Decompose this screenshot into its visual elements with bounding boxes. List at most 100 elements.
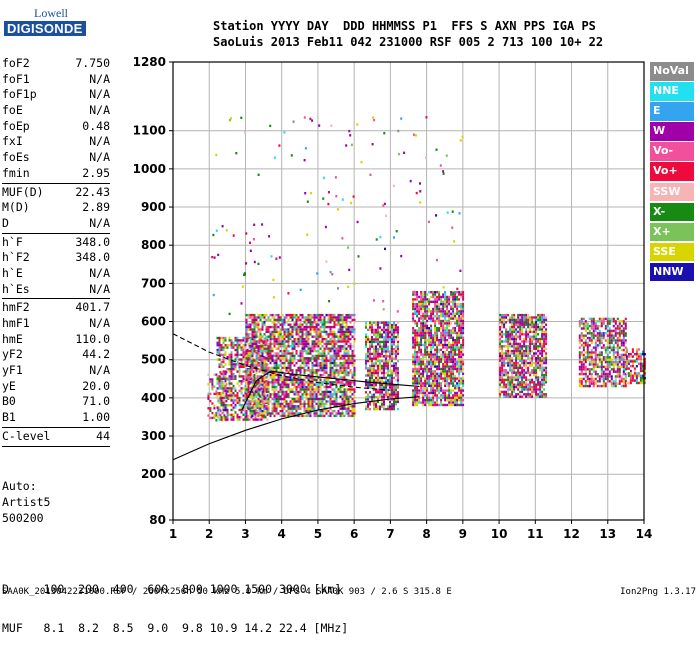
echo-point — [440, 385, 442, 387]
echo-point — [501, 340, 503, 342]
echo-point — [229, 358, 231, 360]
echo-point — [326, 396, 328, 398]
echo-point — [505, 396, 507, 398]
echo-point — [290, 388, 292, 390]
echo-point — [300, 396, 302, 398]
echo-point — [525, 350, 527, 352]
echo-point — [383, 360, 385, 362]
echo-point — [256, 333, 258, 335]
echo-point — [448, 373, 450, 375]
echo-point — [393, 389, 395, 391]
echo-point — [458, 358, 460, 360]
echo-point — [326, 379, 328, 381]
echo-point — [499, 336, 501, 338]
echo-point — [304, 376, 306, 378]
echo-point — [503, 391, 505, 393]
echo-point — [278, 393, 280, 395]
echo-point — [412, 317, 414, 319]
echo-point — [603, 332, 605, 334]
echo-point — [422, 315, 424, 317]
echo-point — [352, 412, 354, 414]
echo-point — [282, 391, 284, 393]
echo-point — [272, 338, 274, 340]
echo-point — [241, 404, 243, 406]
echo-point — [290, 360, 292, 362]
echo-point — [448, 399, 450, 401]
echo-point — [527, 367, 529, 369]
echo-point — [276, 367, 278, 369]
echo-point — [601, 332, 603, 334]
echo-point — [367, 394, 369, 396]
echo-point — [434, 365, 436, 367]
echo-point — [418, 301, 420, 303]
echo-point — [412, 377, 414, 379]
echo-point — [258, 348, 260, 350]
echo-point — [501, 321, 503, 323]
echo-point — [254, 362, 256, 364]
echo-point — [517, 384, 519, 386]
echo-point — [225, 370, 227, 372]
echo-point — [393, 350, 395, 352]
echo-point — [414, 332, 416, 334]
echo-point — [428, 351, 430, 353]
echo-point — [256, 350, 258, 352]
echo-point — [499, 386, 501, 388]
echo-point — [229, 385, 231, 387]
echo-point — [294, 340, 296, 342]
echo-point — [350, 381, 352, 383]
echo-point — [519, 381, 521, 383]
echo-point — [442, 315, 444, 317]
echo-point — [509, 321, 511, 323]
echo-point — [428, 397, 430, 399]
echo-point — [316, 403, 318, 405]
echo-point — [314, 412, 316, 414]
echo-point — [344, 415, 346, 417]
echo-point — [276, 357, 278, 359]
echo-point — [521, 348, 523, 350]
echo-point — [422, 363, 424, 365]
echo-point — [276, 412, 278, 414]
echo-point — [462, 373, 464, 375]
echo-point — [365, 341, 367, 343]
echo-point — [499, 333, 501, 335]
echo-point — [426, 394, 428, 396]
echo-point — [452, 397, 454, 399]
echo-point — [318, 405, 320, 407]
echo-point — [375, 360, 377, 362]
echo-point — [346, 338, 348, 340]
echo-point — [282, 405, 284, 407]
echo-point — [248, 343, 250, 345]
echo-point — [458, 377, 460, 379]
echo-point — [519, 314, 521, 316]
echo-point — [545, 340, 547, 342]
echo-point — [591, 339, 593, 341]
echo-point — [254, 364, 256, 366]
echo-point — [229, 370, 231, 372]
echo-point — [383, 346, 385, 348]
echo-point — [440, 356, 442, 358]
echo-point — [282, 408, 284, 410]
echo-point — [601, 339, 603, 341]
echo-point — [332, 388, 334, 390]
echo-point — [346, 340, 348, 342]
echo-point — [434, 404, 436, 406]
echo-point — [412, 399, 414, 401]
echo-point — [539, 391, 541, 393]
echo-point — [322, 398, 324, 400]
echo-point — [531, 343, 533, 345]
echo-point — [420, 322, 422, 324]
echo-point — [367, 398, 369, 400]
echo-point — [260, 355, 262, 357]
echo-point — [527, 372, 529, 374]
echo-point — [395, 374, 397, 376]
echo-point — [541, 321, 543, 323]
echo-point — [229, 397, 231, 399]
echo-point — [462, 353, 464, 355]
echo-point — [308, 400, 310, 402]
echo-point — [579, 383, 581, 385]
echo-point — [383, 386, 385, 388]
echo-point — [260, 336, 262, 338]
echo-point — [379, 391, 381, 393]
echo-point — [389, 408, 391, 410]
echo-point — [280, 410, 282, 412]
